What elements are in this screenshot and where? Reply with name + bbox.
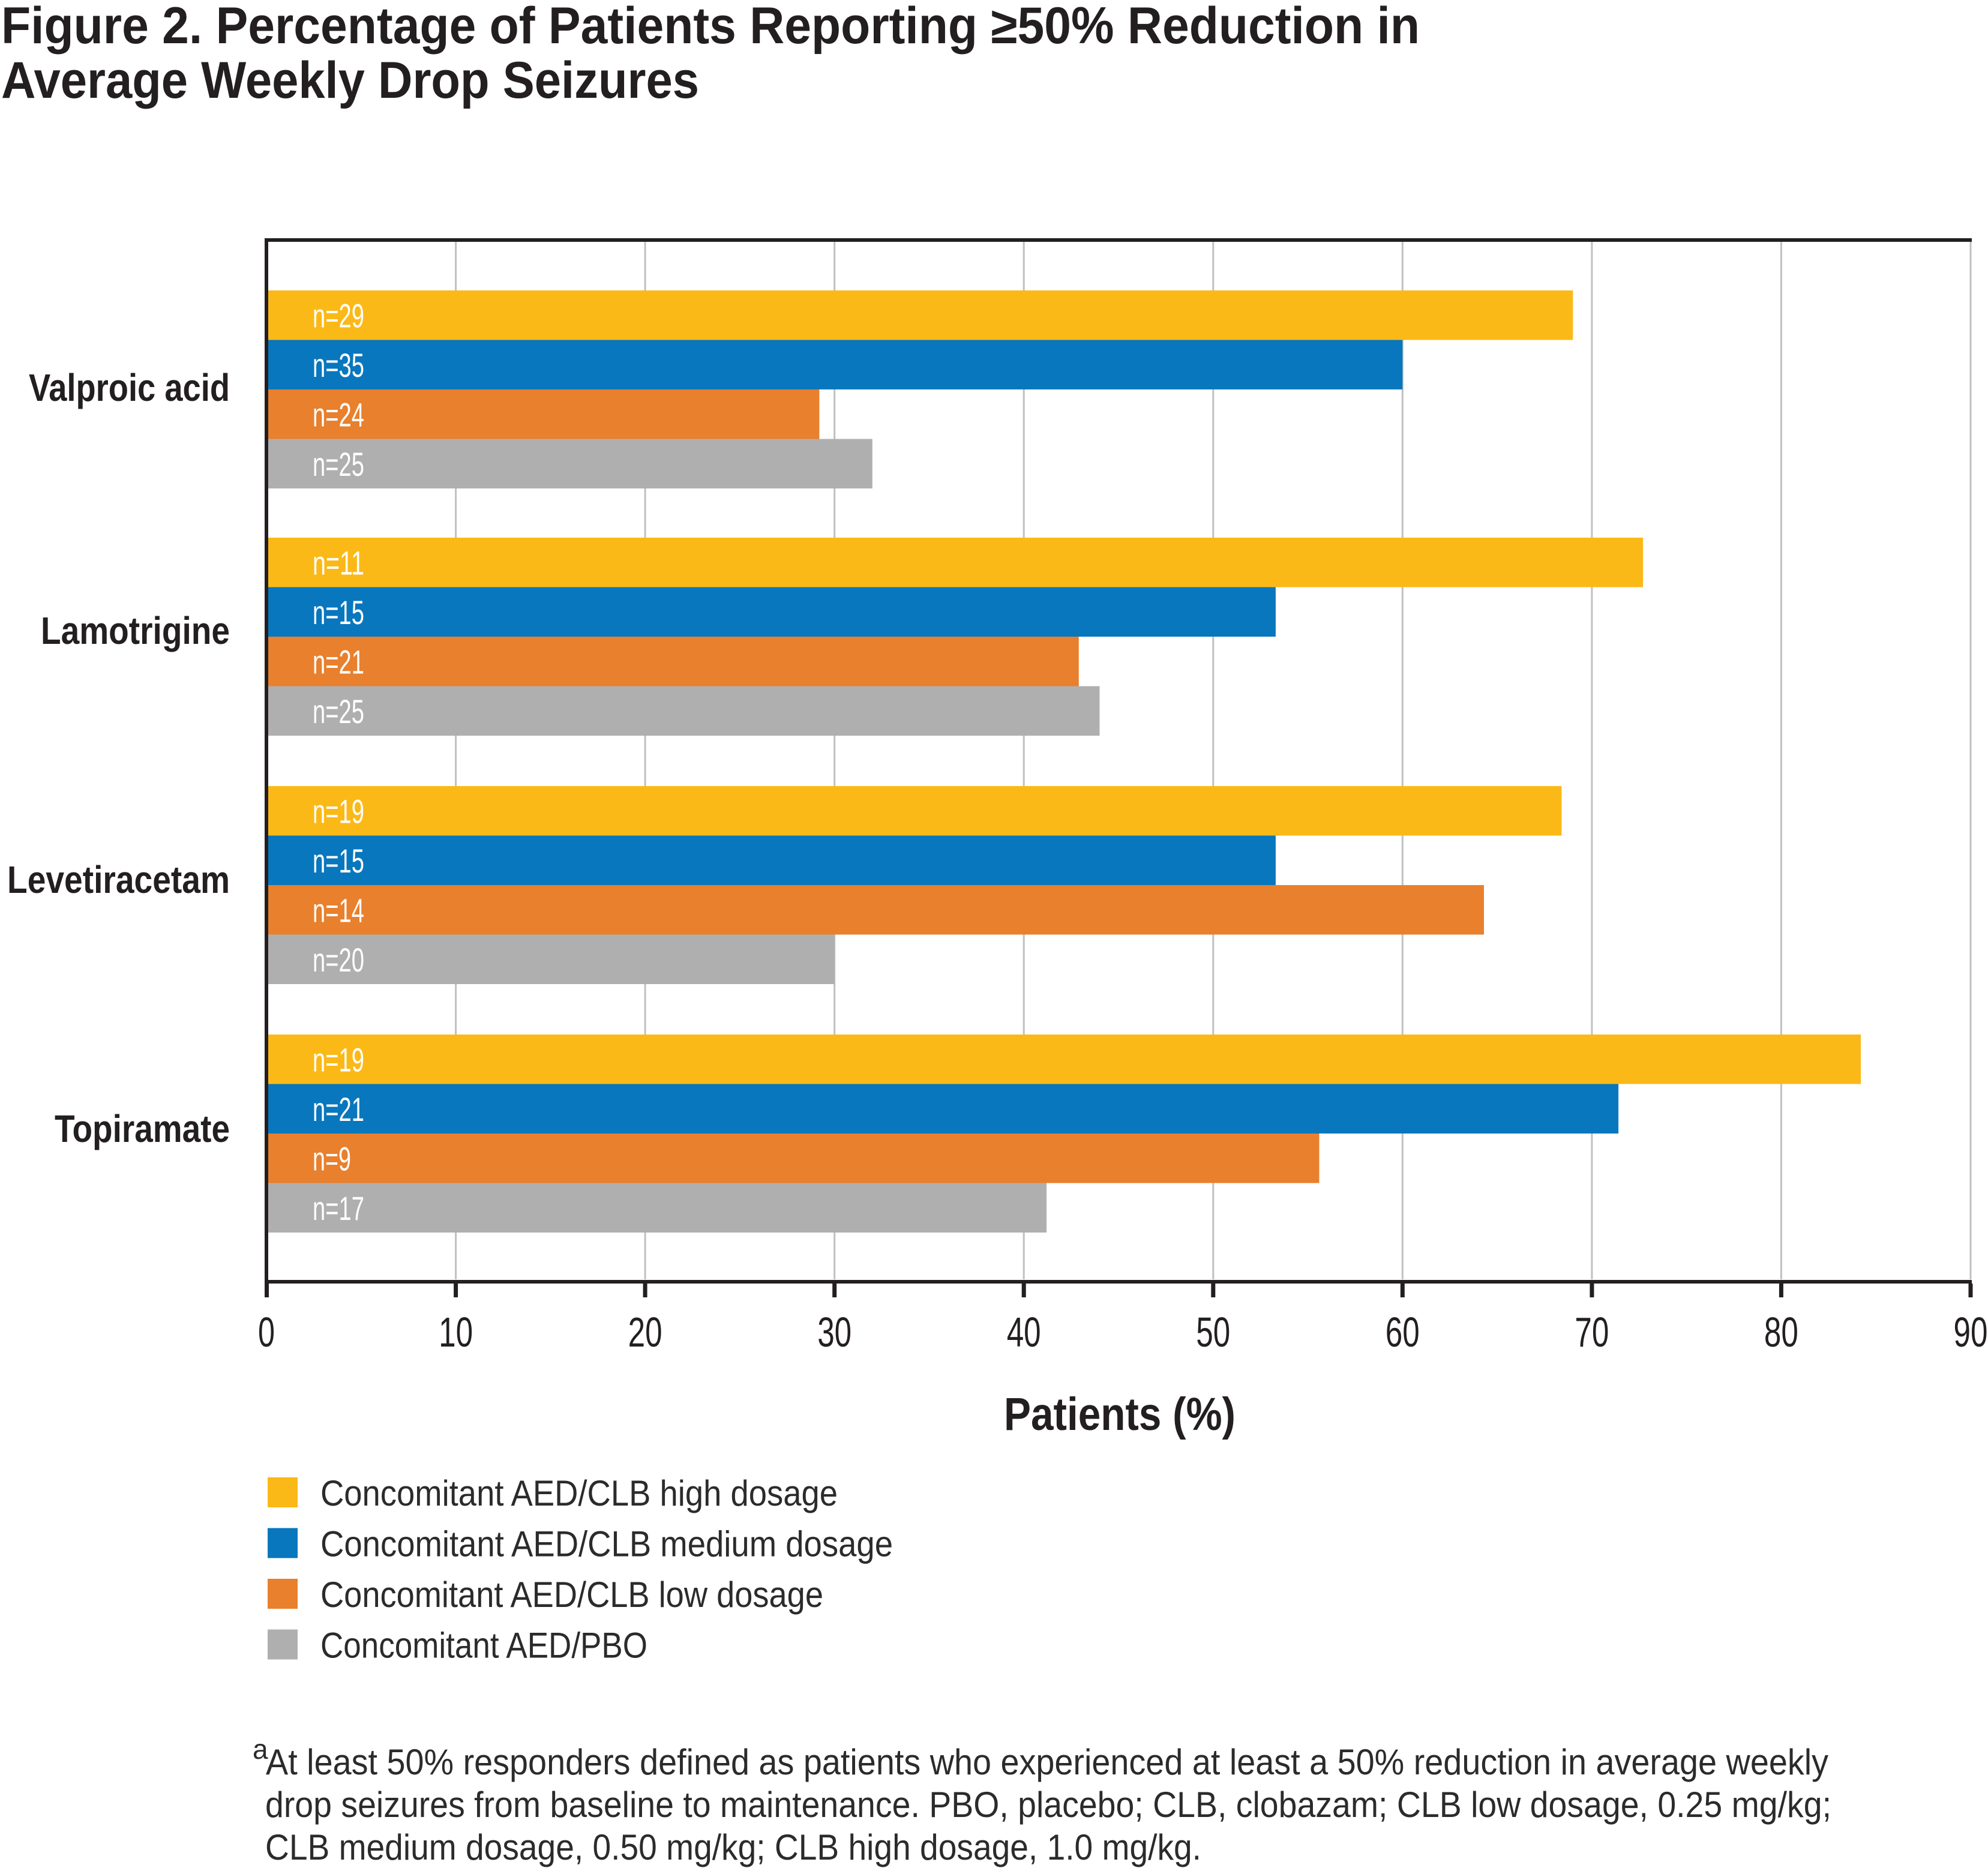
svg-text:Lamotrigine: Lamotrigine	[41, 609, 230, 652]
svg-text:n=19: n=19	[313, 793, 364, 830]
svg-text:n=9: n=9	[313, 1140, 351, 1178]
svg-text:n=20: n=20	[313, 941, 364, 979]
svg-text:Levetiracetam: Levetiracetam	[7, 858, 230, 901]
svg-text:n=35: n=35	[313, 346, 364, 384]
svg-text:n=21: n=21	[313, 1090, 364, 1128]
svg-text:50: 50	[1196, 1309, 1230, 1356]
svg-text:Concomitant AED/PBO: Concomitant AED/PBO	[320, 1626, 647, 1666]
svg-text:20: 20	[628, 1309, 662, 1356]
svg-text:n=21: n=21	[313, 643, 364, 681]
svg-text:40: 40	[1007, 1309, 1041, 1356]
svg-text:80: 80	[1764, 1309, 1798, 1356]
svg-text:At least 50% responders define: At least 50% responders defined as patie…	[266, 1742, 1828, 1782]
svg-text:n=24: n=24	[313, 396, 364, 434]
svg-text:a: a	[253, 1734, 268, 1765]
svg-text:90: 90	[1954, 1309, 1988, 1356]
svg-text:drop seizures from baseline to: drop seizures from baseline to maintenan…	[265, 1785, 1831, 1825]
svg-text:n=29: n=29	[313, 297, 364, 335]
svg-text:Patients (%): Patients (%)	[1004, 1389, 1236, 1440]
svg-text:n=25: n=25	[313, 445, 364, 483]
svg-text:Figure 2. Percentage of Patien: Figure 2. Percentage of Patients Reporti…	[1, 0, 1420, 55]
svg-text:Concomitant AED/CLB high dosag: Concomitant AED/CLB high dosage	[320, 1473, 838, 1513]
svg-text:n=11: n=11	[313, 544, 364, 582]
svg-text:Average Weekly Drop Seizures: Average Weekly Drop Seizures	[1, 52, 699, 109]
svg-text:10: 10	[439, 1309, 473, 1356]
svg-text:Topiramate: Topiramate	[55, 1107, 230, 1150]
svg-text:n=14: n=14	[313, 892, 364, 929]
svg-text:n=17: n=17	[313, 1189, 364, 1227]
svg-text:n=15: n=15	[313, 842, 364, 880]
svg-text:Valproic acid: Valproic acid	[29, 366, 230, 409]
svg-text:Concomitant AED/CLB medium dos: Concomitant AED/CLB medium dosage	[320, 1524, 893, 1564]
svg-text:n=15: n=15	[313, 593, 364, 631]
svg-text:n=25: n=25	[313, 692, 364, 730]
svg-text:60: 60	[1386, 1309, 1420, 1356]
svg-text:0: 0	[258, 1309, 275, 1356]
svg-text:30: 30	[817, 1309, 851, 1356]
svg-text:n=19: n=19	[313, 1041, 364, 1079]
svg-text:CLB medium dosage, 0.50 mg/kg;: CLB medium dosage, 0.50 mg/kg; CLB high …	[265, 1827, 1201, 1867]
svg-text:Concomitant AED/CLB low dosage: Concomitant AED/CLB low dosage	[320, 1575, 823, 1615]
svg-text:70: 70	[1575, 1309, 1609, 1356]
